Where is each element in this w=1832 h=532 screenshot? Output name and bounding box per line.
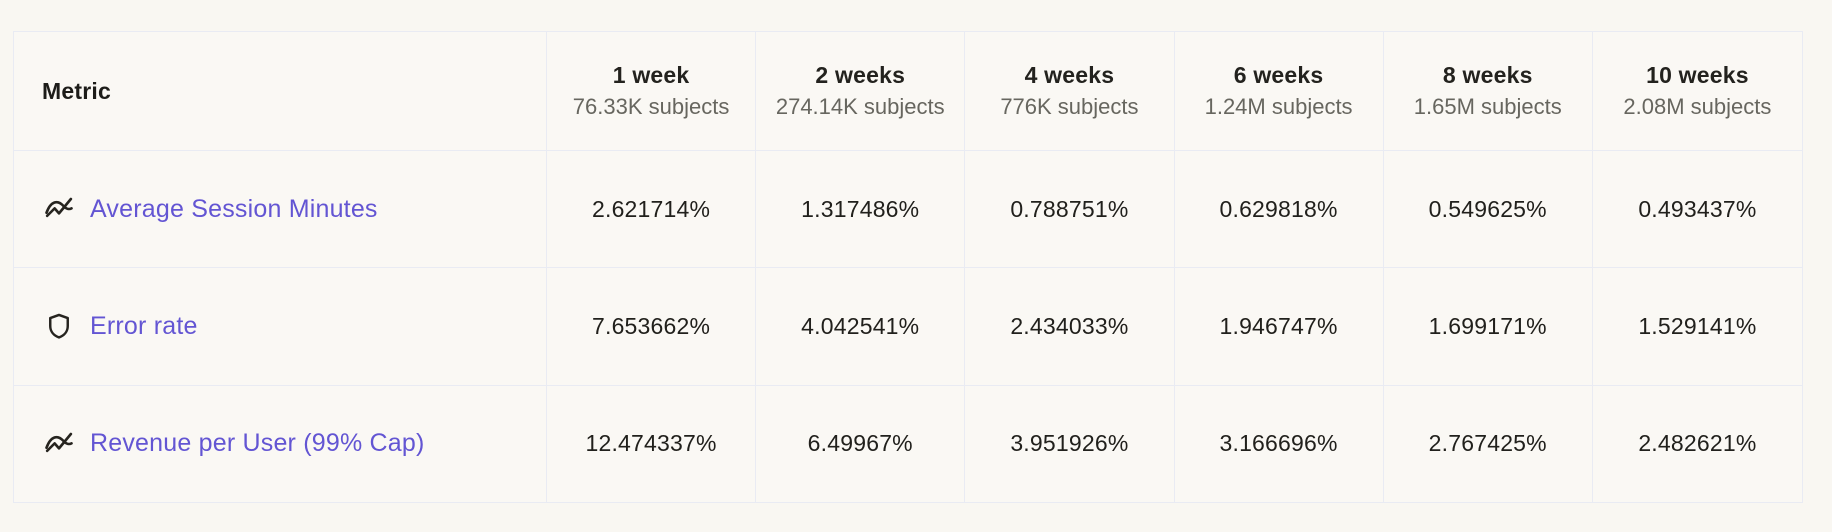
- trend-lines-icon: [44, 194, 74, 224]
- column-subjects: 2.08M subjects: [1623, 94, 1772, 119]
- column-subjects: 76.33K subjects: [572, 94, 730, 119]
- value-cell: 6.49967%: [756, 385, 966, 502]
- value-cell: 7.653662%: [547, 268, 757, 385]
- column-header-2-weeks: 2 weeks 274.14K subjects: [756, 32, 966, 150]
- metric-header-label: Metric: [42, 77, 111, 104]
- value-cell: 2.621714%: [547, 151, 757, 268]
- value-cell: 0.493437%: [1638, 195, 1757, 222]
- trend-lines-icon: [44, 429, 74, 459]
- shield-icon: [44, 311, 74, 341]
- value-cell: 2.767425%: [1384, 385, 1593, 502]
- value-cell: 1.946747%: [1175, 268, 1384, 385]
- value-cell: 0.629818%: [1175, 151, 1384, 268]
- column-label: 4 weeks: [1024, 62, 1115, 88]
- column-subjects: 1.24M subjects: [1204, 94, 1353, 119]
- table-row: Average Session Minutes 2.621714% 1.3174…: [14, 151, 1802, 269]
- column-header-8-weeks: 8 weeks 1.65M subjects: [1384, 32, 1593, 150]
- column-subjects: 776K subjects: [1000, 94, 1139, 119]
- value-cell: 2.482621%: [1638, 430, 1757, 457]
- value-cell: 0.788751%: [965, 151, 1175, 268]
- column-subjects: 274.14K subjects: [775, 94, 945, 119]
- column-label: 10 weeks: [1646, 62, 1749, 88]
- metric-column-header: Metric: [14, 32, 547, 150]
- value-cell: 3.166696%: [1175, 385, 1384, 502]
- table-row: Revenue per User (99% Cap) 12.474337% 6.…: [14, 385, 1802, 502]
- metric-link[interactable]: Average Session Minutes: [90, 194, 378, 223]
- value-cell: 1.317486%: [756, 151, 966, 268]
- column-header-4-weeks: 4 weeks 776K subjects: [965, 32, 1175, 150]
- column-label: 2 weeks: [815, 62, 906, 88]
- metric-link[interactable]: Revenue per User (99% Cap): [90, 429, 425, 458]
- value-cell: 2.434033%: [965, 268, 1175, 385]
- value-cell: 1.529141%: [1638, 312, 1757, 339]
- metrics-table: Metric 1 week 76.33K subjects 2 weeks 27…: [13, 31, 1803, 503]
- column-header-1-week: 1 week 76.33K subjects: [547, 32, 757, 150]
- column-header-10-weeks: 10 weeks 2.08M subjects: [1593, 32, 1802, 150]
- column-label: 8 weeks: [1442, 62, 1533, 88]
- metric-cell-revenue-per-user: Revenue per User (99% Cap): [14, 385, 547, 502]
- table-row: Error rate 7.653662% 4.042541% 2.434033%…: [14, 268, 1802, 386]
- metric-cell-error-rate: Error rate: [14, 268, 547, 385]
- metric-link[interactable]: Error rate: [90, 311, 198, 340]
- value-cell: 1.699171%: [1384, 268, 1593, 385]
- column-subjects: 1.65M subjects: [1413, 94, 1562, 119]
- value-cell: 3.951926%: [965, 385, 1175, 502]
- value-cell: 0.549625%: [1384, 151, 1593, 268]
- column-label: 6 weeks: [1233, 62, 1324, 88]
- value-cell: 12.474337%: [547, 385, 757, 502]
- metric-cell-average-session-minutes: Average Session Minutes: [14, 151, 547, 268]
- table-header-row: Metric 1 week 76.33K subjects 2 weeks 27…: [14, 32, 1802, 151]
- value-cell: 4.042541%: [756, 268, 966, 385]
- column-label: 1 week: [612, 62, 690, 88]
- column-header-6-weeks: 6 weeks 1.24M subjects: [1175, 32, 1384, 150]
